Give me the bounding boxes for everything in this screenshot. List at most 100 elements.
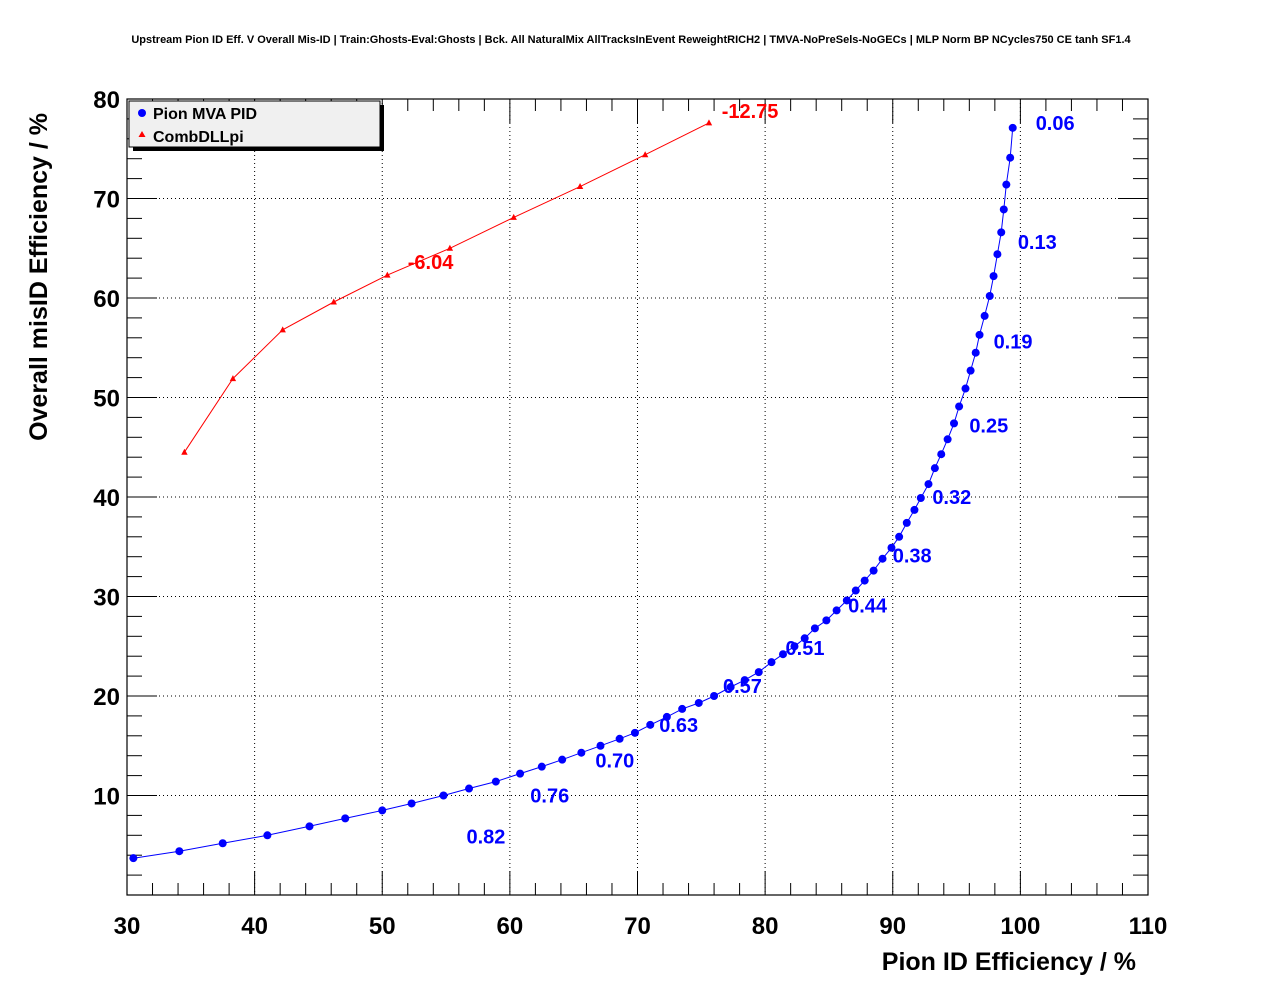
x-tick-labels: 30 40 50 60 70 80 90 100 110 xyxy=(114,913,1168,940)
data-point-pion-mva-pid xyxy=(662,712,671,721)
data-point-pion-mva-pid xyxy=(558,755,567,764)
data-point-pion-mva-pid xyxy=(895,532,904,541)
data-point-pion-mva-pid xyxy=(678,704,687,713)
data-point-pion-mva-pid xyxy=(630,728,639,737)
data-point-pion-mva-pid xyxy=(955,402,964,411)
data-point-combdllpi xyxy=(705,119,713,126)
data-point-pion-mva-pid xyxy=(971,348,980,357)
data-point-pion-mva-pid xyxy=(993,250,1002,259)
data-point-pion-mva-pid xyxy=(439,791,448,800)
data-point-pion-mva-pid xyxy=(790,642,799,651)
data-point-combdllpi xyxy=(229,375,237,382)
x-tick-label: 30 xyxy=(114,913,141,940)
x-axis-label: Pion ID Efficiency / % xyxy=(882,948,1136,976)
y-tick-label: 80 xyxy=(93,87,120,114)
data-point-combdllpi xyxy=(446,244,454,251)
legend: Pion MVA PID CombDLLpi xyxy=(128,100,384,151)
x-tick-label: 80 xyxy=(752,913,779,940)
data-point-pion-mva-pid xyxy=(516,769,525,778)
data-point-pion-mva-pid xyxy=(961,384,970,393)
data-point-pion-mva-pid xyxy=(341,814,350,823)
threshold-label-mva: 0.25 xyxy=(969,415,1008,437)
threshold-label-mva: 0.06 xyxy=(1036,113,1075,135)
threshold-label-mva: 0.70 xyxy=(595,751,634,773)
data-point-pion-mva-pid xyxy=(465,784,474,793)
data-point-pion-mva-pid xyxy=(902,518,911,527)
data-point-combdllpi xyxy=(330,298,337,305)
threshold-label-mva: 0.82 xyxy=(466,826,505,848)
data-point-pion-mva-pid xyxy=(916,493,925,502)
data-point-pion-mva-pid xyxy=(694,698,703,707)
data-point-pion-mva-pid xyxy=(937,450,946,459)
data-point-combdllpi xyxy=(510,213,517,220)
data-point-pion-mva-pid xyxy=(491,777,500,786)
annotations: 0.06 0.13 0.19 0.25 0.32 0.38 0.44 0.51 0.57 0.63… xyxy=(408,101,1075,848)
x-tick-label: 60 xyxy=(497,913,524,940)
legend-marker-combdllpi xyxy=(138,131,146,137)
series-layer xyxy=(129,119,1017,863)
data-point-pion-mva-pid xyxy=(407,799,416,808)
series-line-pion-mva-pid xyxy=(133,127,1014,859)
data-point-pion-mva-pid xyxy=(966,366,975,375)
data-point-pion-mva-pid xyxy=(175,847,184,856)
data-point-pion-mva-pid xyxy=(740,676,749,685)
x-tick-label: 50 xyxy=(369,913,396,940)
data-point-pion-mva-pid xyxy=(842,596,851,605)
data-point-combdllpi xyxy=(279,326,286,333)
data-point-pion-mva-pid xyxy=(887,543,896,552)
data-point-pion-mva-pid xyxy=(822,616,831,625)
threshold-label-mva: 0.44 xyxy=(848,595,888,617)
data-point-pion-mva-pid xyxy=(950,419,959,428)
y-tick-label: 10 xyxy=(93,784,120,811)
data-point-combdllpi xyxy=(641,151,649,158)
data-point-combdllpi xyxy=(384,271,391,278)
threshold-label-dll: -12.75 xyxy=(722,101,779,123)
data-point-pion-mva-pid xyxy=(577,748,586,757)
threshold-label-mva: 0.32 xyxy=(932,487,971,509)
series-line-combdllpi xyxy=(183,122,710,453)
data-point-combdllpi xyxy=(181,448,188,455)
legend-box xyxy=(128,100,381,148)
legend-label-combdllpi: CombDLLpi xyxy=(153,129,244,146)
threshold-label-mva: 0.76 xyxy=(530,785,569,807)
data-point-pion-mva-pid xyxy=(754,668,763,677)
y-tick-label: 60 xyxy=(93,286,120,313)
threshold-label-mva: 0.13 xyxy=(1018,232,1057,254)
y-tick-label: 70 xyxy=(93,187,120,214)
data-point-pion-mva-pid xyxy=(860,576,869,585)
x-tick-label: 40 xyxy=(241,913,268,940)
data-point-pion-mva-pid xyxy=(1006,153,1015,162)
data-point-pion-mva-pid xyxy=(930,464,939,473)
grid-lines xyxy=(127,99,1148,895)
data-point-pion-mva-pid xyxy=(997,228,1006,237)
data-point-pion-mva-pid xyxy=(999,205,1008,214)
y-tick-label: 30 xyxy=(93,585,120,612)
data-point-pion-mva-pid xyxy=(129,854,138,863)
legend-marker-pion-mva-pid xyxy=(138,109,146,117)
data-point-pion-mva-pid xyxy=(980,311,989,320)
y-tick-labels: 10 20 30 40 50 60 70 80 xyxy=(93,87,120,811)
data-point-pion-mva-pid xyxy=(596,741,605,750)
data-point-pion-mva-pid xyxy=(943,435,952,444)
y-tick-label: 20 xyxy=(93,684,120,711)
data-point-pion-mva-pid xyxy=(1002,180,1011,189)
data-point-pion-mva-pid xyxy=(263,831,272,840)
threshold-label-mva: 0.51 xyxy=(786,638,825,660)
threshold-label-dll: -6.04 xyxy=(408,252,454,274)
data-point-pion-mva-pid xyxy=(710,692,719,700)
data-point-pion-mva-pid xyxy=(910,505,919,514)
threshold-label-mva: 0.57 xyxy=(723,676,762,698)
data-point-pion-mva-pid xyxy=(989,272,998,281)
data-point-pion-mva-pid xyxy=(646,720,655,729)
threshold-label-mva: 0.38 xyxy=(893,546,932,568)
y-tick-label: 50 xyxy=(93,386,120,413)
data-point-pion-mva-pid xyxy=(378,806,387,815)
data-point-pion-mva-pid xyxy=(726,683,735,692)
data-point-pion-mva-pid xyxy=(615,734,624,743)
threshold-label-mva: 0.63 xyxy=(659,715,698,737)
data-point-pion-mva-pid xyxy=(851,586,860,595)
data-point-pion-mva-pid xyxy=(869,566,878,575)
threshold-label-mva: 0.19 xyxy=(994,332,1033,354)
x-tick-label: 100 xyxy=(1000,913,1040,940)
